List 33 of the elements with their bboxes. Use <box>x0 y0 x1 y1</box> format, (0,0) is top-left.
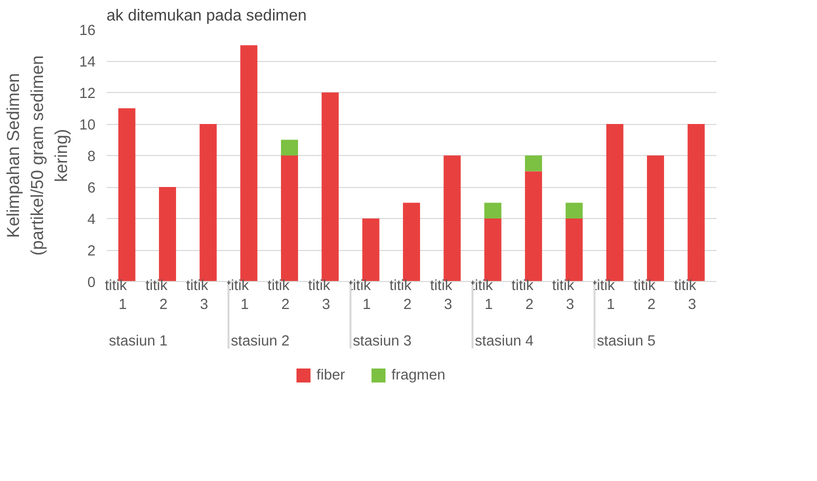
bar <box>524 156 542 172</box>
y-tick-label: 16 <box>79 23 96 39</box>
text: stasiun 4 <box>474 334 534 350</box>
y-tick-label: 12 <box>79 86 96 102</box>
text: stasiun 5 <box>596 334 656 350</box>
text: stasiun 3 <box>352 334 412 350</box>
y-tick-label: 0 <box>87 275 96 291</box>
x-tick-label: titik 3 <box>186 278 209 314</box>
y-axis-title: Kelimpahan Sedimen (partikel/50 gram sedimen kering) <box>3 55 72 256</box>
y-tick-label: 8 <box>87 149 96 165</box>
x-tick-label: titik 3 <box>430 278 453 314</box>
y-tick-label: 4 <box>87 212 96 228</box>
bar <box>484 202 502 218</box>
x-tick-label: titik 2 <box>634 278 656 314</box>
y-tick-label: 6 <box>87 180 96 196</box>
y-tick-label: 14 <box>79 54 96 70</box>
legend-label: fiber <box>316 368 346 384</box>
bar <box>566 202 583 218</box>
y-tick-label: 2 <box>87 244 96 260</box>
text: ak ditemukan pada sedimen <box>106 8 307 24</box>
x-tick-label: titik 3 <box>674 278 697 314</box>
x-tick-label: titik 3 <box>552 278 575 314</box>
x-tick-label: titik 2 <box>512 278 534 314</box>
legend-label: fragmen <box>392 368 446 384</box>
x-tick-label: titik 3 <box>308 278 331 314</box>
y-tick-label: 10 <box>79 118 96 134</box>
x-tick-label: titik 2 <box>390 278 412 314</box>
x-tick-label: titik 1 <box>104 278 128 314</box>
x-tick-label: titik 2 <box>146 278 168 314</box>
bar <box>280 140 298 156</box>
text: stasiun 2 <box>230 334 290 350</box>
x-tick-label: titik 2 <box>268 278 290 314</box>
text: stasiun 1 <box>108 334 168 350</box>
